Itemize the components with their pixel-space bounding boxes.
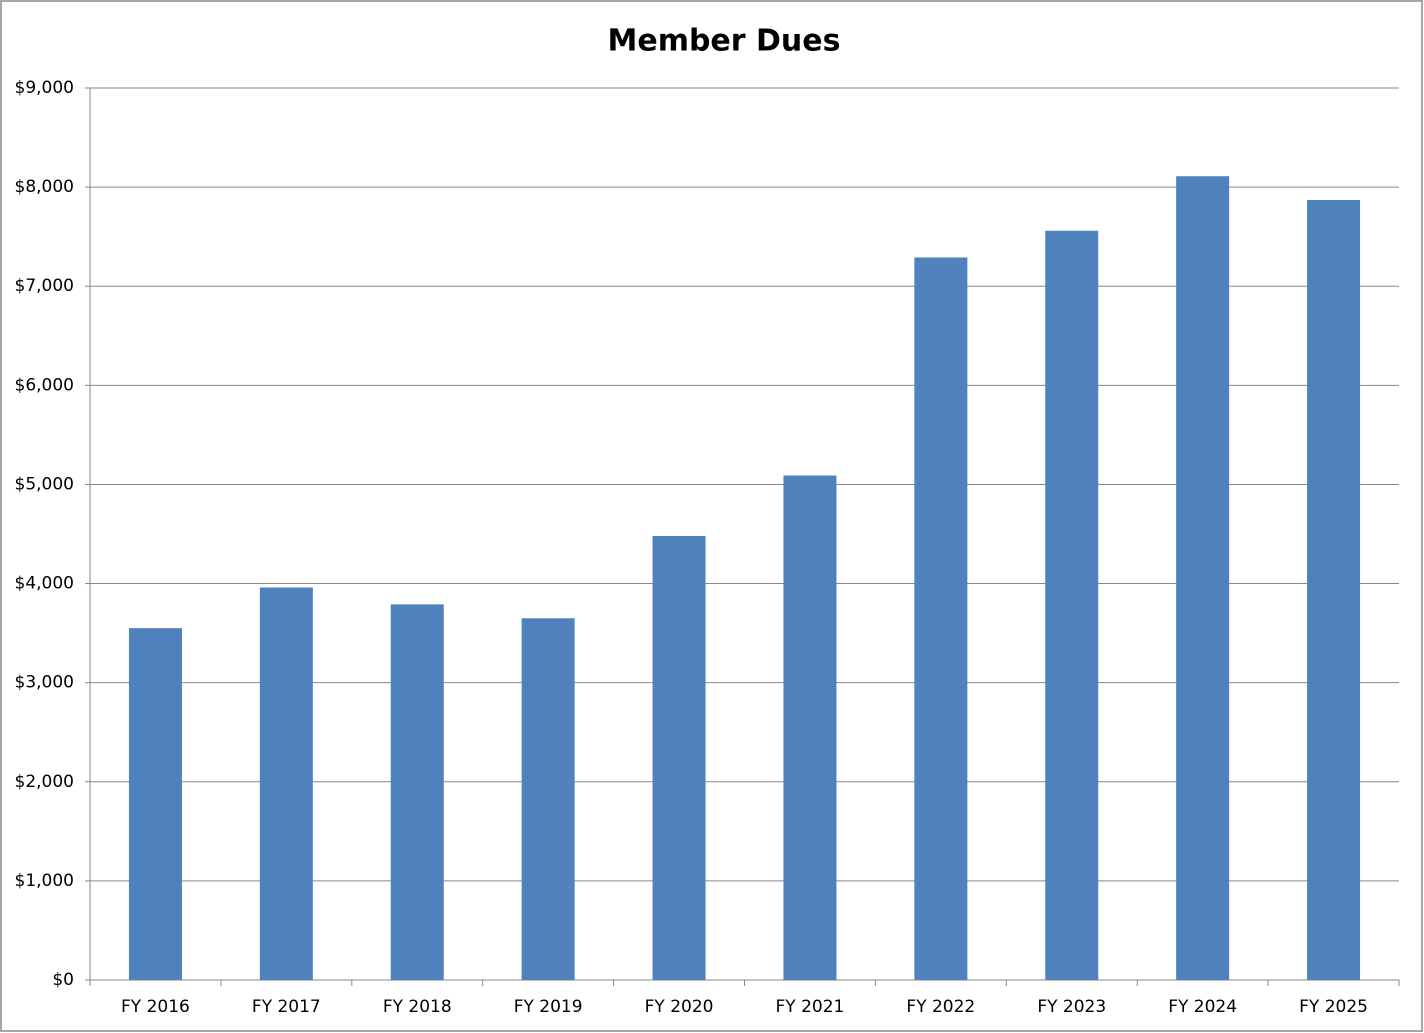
y-tick-label: $7,000 xyxy=(15,276,74,296)
x-tick-label: FY 2018 xyxy=(383,997,452,1017)
bar xyxy=(652,535,706,980)
chart-title: Member Dues xyxy=(608,24,841,59)
bar xyxy=(1307,199,1361,981)
y-tick-label: $8,000 xyxy=(15,177,74,197)
x-tick-label: FY 2024 xyxy=(1168,997,1237,1017)
x-tick-label: FY 2022 xyxy=(906,997,975,1017)
y-tick-label: $1,000 xyxy=(15,871,74,891)
bar xyxy=(259,587,313,980)
y-tick-label: $4,000 xyxy=(15,574,74,594)
bar xyxy=(1045,230,1099,981)
bar xyxy=(390,604,444,980)
y-tick-label: $9,000 xyxy=(15,78,74,98)
bar xyxy=(783,475,837,980)
bar xyxy=(914,257,968,981)
x-tick-label: FY 2023 xyxy=(1037,997,1106,1017)
y-tick-label: $2,000 xyxy=(15,772,74,792)
x-tick-label: FY 2021 xyxy=(776,997,845,1017)
x-tick-label: FY 2017 xyxy=(252,997,321,1017)
bar xyxy=(128,628,182,980)
y-tick-label: $0 xyxy=(52,970,74,990)
x-tick-label: FY 2019 xyxy=(514,997,583,1017)
y-tick-label: $3,000 xyxy=(15,673,74,693)
x-tick-label: FY 2025 xyxy=(1299,997,1368,1017)
x-tick-label: FY 2020 xyxy=(645,997,714,1017)
bar xyxy=(1176,176,1230,981)
bar xyxy=(521,618,575,980)
y-tick-label: $5,000 xyxy=(15,474,74,494)
y-tick-label: $6,000 xyxy=(15,375,74,395)
x-tick-label: FY 2016 xyxy=(121,997,190,1017)
